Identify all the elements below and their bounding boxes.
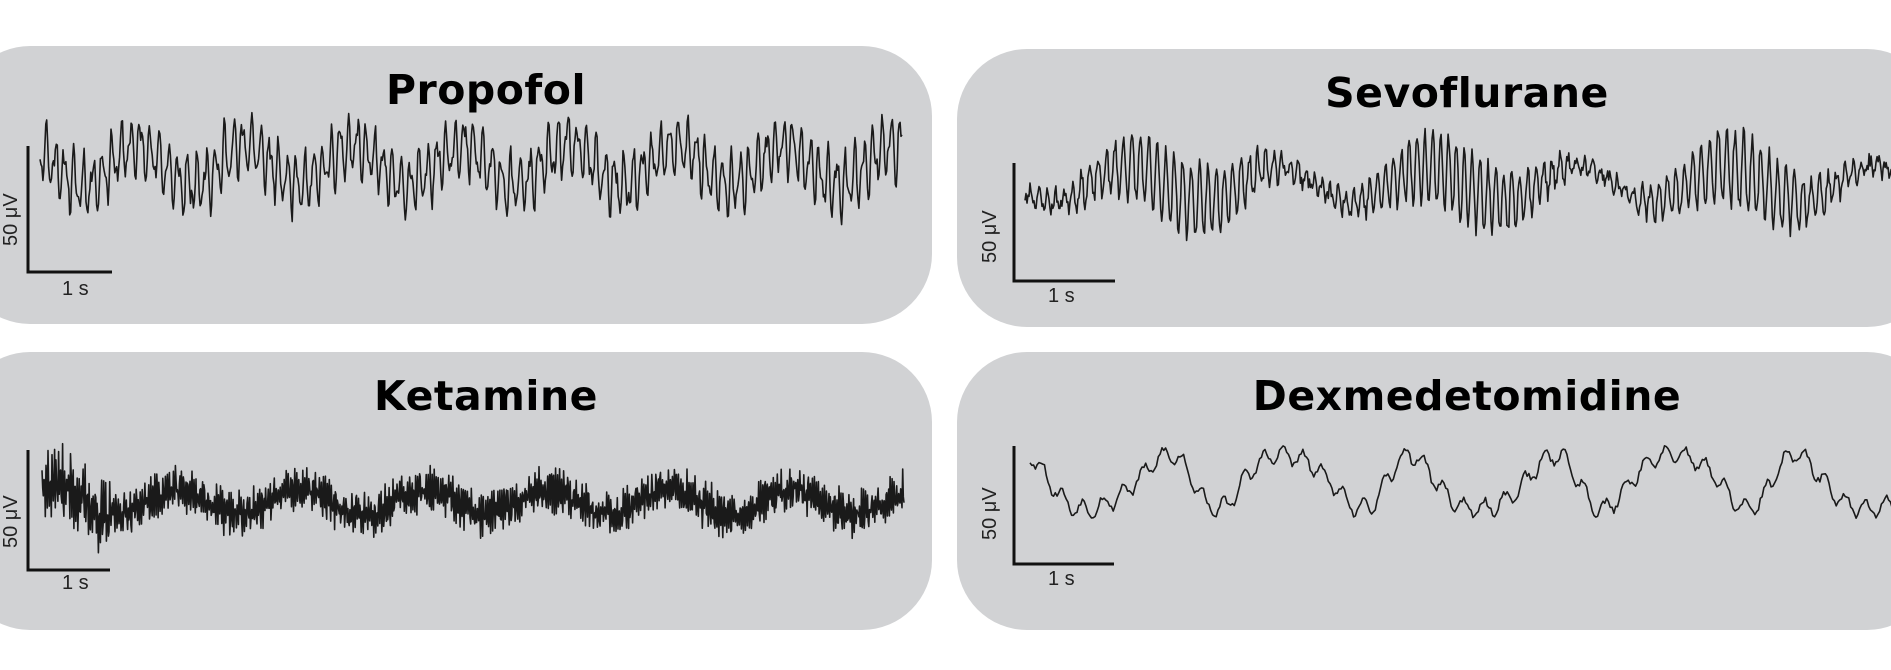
panel-title: Ketamine xyxy=(374,372,598,420)
eeg-trace xyxy=(1012,126,1891,283)
scale-bar-time-label: 1 s xyxy=(1048,568,1075,590)
scale-bar-time-label: 1 s xyxy=(1048,285,1075,307)
panel-ketamine: Ketamine 50 μV 1 s xyxy=(0,352,932,630)
eeg-trace xyxy=(26,111,903,274)
scale-bar-voltage-label: 50 μV xyxy=(979,487,1001,540)
eeg-waveform xyxy=(1029,445,1891,519)
panel-title: Dexmedetomidine xyxy=(1252,372,1682,420)
scale-bar xyxy=(26,450,110,572)
eeg-trace xyxy=(26,442,905,572)
panel-title: Propofol xyxy=(385,66,586,114)
scale-bar xyxy=(1012,163,1115,283)
eeg-waveform xyxy=(39,111,903,226)
scale-bar-voltage-label: 50 μV xyxy=(0,495,22,548)
scale-bar-voltage-label: 50 μV xyxy=(0,193,22,246)
scale-bar xyxy=(1012,446,1114,566)
scale-bar-time-label: 1 s xyxy=(62,278,89,300)
eeg-trace xyxy=(1012,445,1891,566)
panel-propofol: Propofol 50 μV 1 s xyxy=(0,46,932,324)
panel-dexmedetomidine: Dexmedetomidine 50 μV 1 s xyxy=(957,352,1891,630)
scale-bar-voltage-label: 50 μV xyxy=(979,210,1001,263)
eeg-waveform xyxy=(1024,126,1891,242)
panel-title: Sevoflurane xyxy=(1325,69,1609,117)
eeg-waveform xyxy=(41,442,905,554)
panel-sevoflurane: Sevoflurane 50 μV 1 s xyxy=(957,49,1891,327)
scale-bar-time-label: 1 s xyxy=(62,572,89,594)
scale-bar xyxy=(26,146,112,274)
